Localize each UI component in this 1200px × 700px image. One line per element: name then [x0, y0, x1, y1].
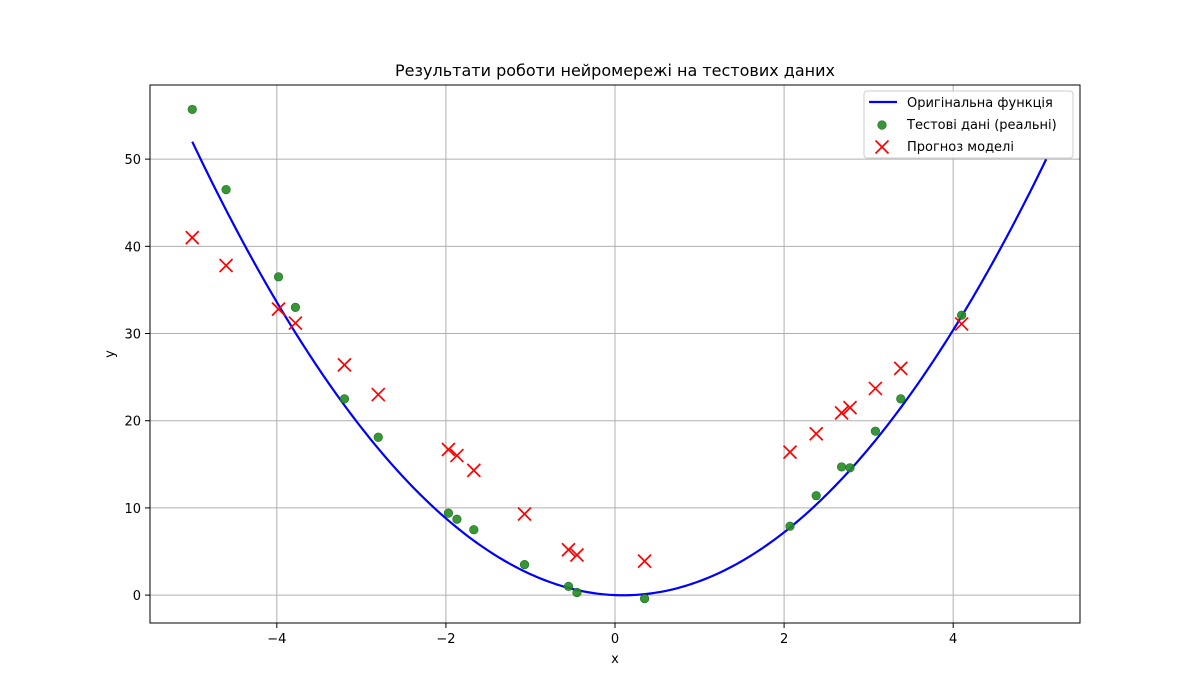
prediction-point: [809, 426, 824, 441]
y-tick-label: 30: [124, 328, 141, 343]
prediction-point: [288, 315, 303, 331]
test-data-point: [290, 302, 301, 312]
test-data-point: [221, 185, 231, 195]
y-tick-label: 20: [124, 415, 141, 430]
test-data-point: [452, 514, 462, 524]
test-data-point: [563, 581, 574, 591]
test-data-point: [519, 559, 530, 570]
grid: [150, 85, 1080, 623]
test-data-point: [373, 432, 383, 442]
plot-area: [185, 104, 1048, 604]
test-data-point: [870, 426, 881, 436]
test-data-point: [339, 394, 350, 404]
test-data-point: [187, 104, 197, 115]
x-tick-label: −2: [436, 632, 455, 647]
prediction-point: [218, 258, 234, 273]
prediction-point: [834, 405, 849, 420]
prediction-point: [868, 381, 883, 396]
legend-x-swatch: [874, 139, 890, 155]
prediction-point: [441, 442, 456, 457]
legend-entry-label: Оригінальна функція: [907, 96, 1053, 111]
x-tick-label: 2: [780, 632, 788, 647]
y-axis-label: y: [103, 350, 118, 358]
y-tick-label: 10: [124, 502, 141, 517]
prediction-point: [782, 444, 798, 460]
x-tick-label: −4: [267, 632, 286, 647]
y-tick-label: 50: [124, 153, 141, 168]
prediction-point: [637, 553, 652, 569]
test-data-point: [785, 521, 795, 531]
x-tick-label: 0: [611, 632, 619, 647]
test-data-point: [639, 593, 650, 604]
prediction-point: [271, 301, 286, 317]
legend-entry-label: Тестові дані (реальні): [906, 118, 1057, 133]
prediction-point: [185, 230, 200, 245]
test-data-point: [469, 525, 479, 535]
prediction-point: [954, 316, 969, 332]
y-tick-label: 0: [133, 589, 141, 604]
test-data-point: [836, 462, 847, 472]
series-line-original-function: [191, 141, 1048, 597]
chart-title: Результати роботи нейромережі на тестови…: [395, 61, 835, 80]
prediction-point: [337, 357, 352, 373]
prediction-point: [561, 542, 576, 557]
prediction-point: [893, 361, 908, 376]
prediction-point: [517, 506, 532, 522]
y-tick-label: 40: [124, 240, 141, 255]
test-data-point: [443, 508, 454, 518]
legend: Оригінальна функція Тестові дані (реальні…: [863, 90, 1074, 159]
test-data-point: [896, 394, 906, 404]
prediction-point: [449, 448, 465, 463]
x-axis-label: x: [611, 652, 619, 667]
test-data-point: [957, 310, 967, 320]
test-data-point: [273, 272, 284, 282]
test-data-point: [811, 491, 821, 501]
prediction-point: [842, 400, 858, 415]
prediction-point: [569, 547, 585, 563]
legend-entry-label: Прогноз моделі: [907, 140, 1014, 155]
prediction-point: [371, 387, 386, 402]
legend-circle-swatch: [877, 120, 887, 130]
test-data-point: [845, 463, 855, 473]
prediction-point: [466, 463, 481, 478]
test-data-point: [572, 587, 582, 598]
x-tick-label: 4: [949, 632, 957, 647]
legend-box: [863, 90, 1074, 159]
